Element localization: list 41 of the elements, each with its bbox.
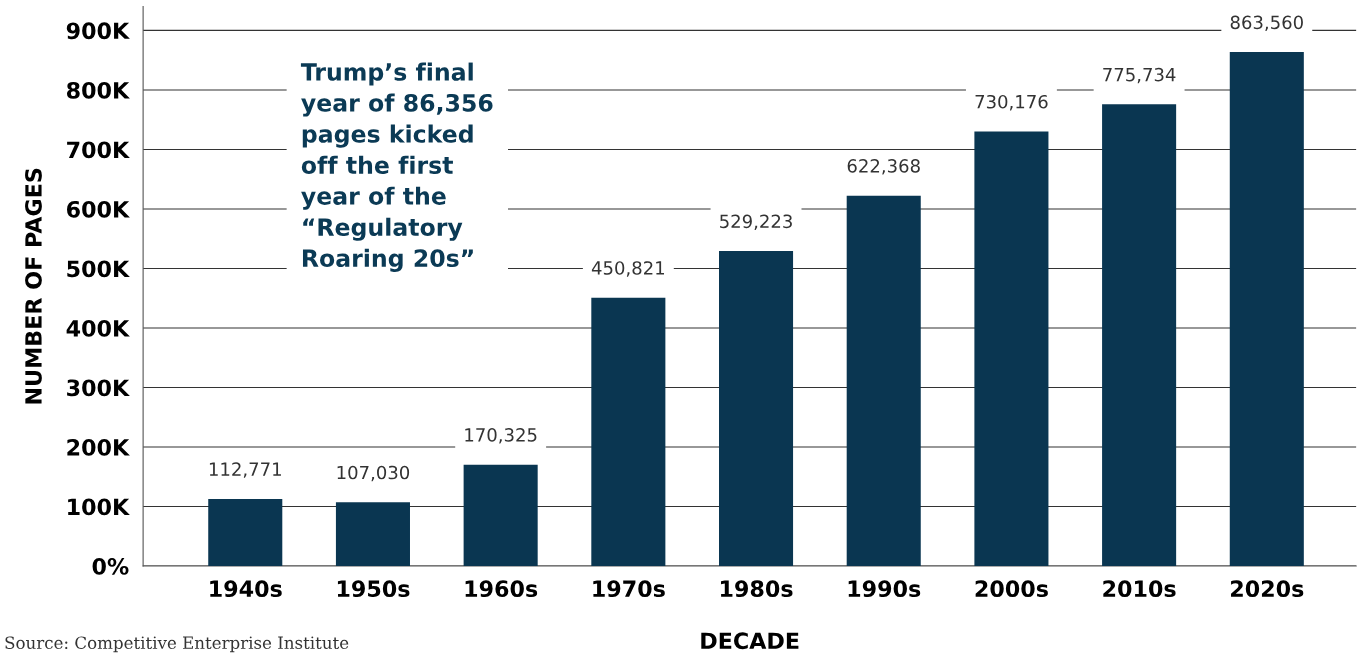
x-tick-label: 1990s xyxy=(848,580,921,598)
y-tick-label: 200K xyxy=(67,438,130,456)
data-label: 107,030 xyxy=(337,465,410,482)
bar xyxy=(463,464,538,567)
x-tick-label: 2000s xyxy=(975,580,1048,598)
y-tick-label: 600K xyxy=(67,200,130,218)
y-tick-label: 500K xyxy=(67,260,130,278)
data-label: 112,771 xyxy=(209,462,281,478)
y-axis-title: NUMBER OF PAGES xyxy=(25,168,42,404)
x-tick-label: 1970s xyxy=(593,580,665,598)
bar xyxy=(1102,104,1177,567)
y-tick-label: 900K xyxy=(66,22,130,40)
y-tick-label: 100K xyxy=(68,498,130,516)
data-label: 529,223 xyxy=(720,214,792,230)
y-tick-label: 400K xyxy=(66,319,130,337)
data-label: 622,368 xyxy=(847,159,920,175)
data-label: 450,821 xyxy=(591,261,665,277)
y-tick-label: 800K xyxy=(66,81,130,99)
y-tick-label: 700K xyxy=(67,141,130,159)
data-label: 863,560 xyxy=(1230,15,1303,32)
data-label: 170,325 xyxy=(465,428,537,444)
bar xyxy=(208,498,283,567)
y-tick-label: 0% xyxy=(92,557,129,575)
bar xyxy=(846,195,921,567)
data-label: 775,734 xyxy=(1103,67,1176,84)
annotation: Trump’s final year of 86,356 pages kicked off the first year of the “Regulatory Roaring 20s” xyxy=(300,62,493,272)
x-tick-label: 1940s xyxy=(210,580,282,598)
data-label: 730,176 xyxy=(975,94,1048,111)
bar xyxy=(335,502,410,567)
bar xyxy=(591,297,666,567)
x-tick-label: 1960s xyxy=(465,580,538,598)
y-tick-label: 300K xyxy=(67,379,130,397)
bar xyxy=(719,251,794,567)
x-axis-title: DECADE xyxy=(701,632,799,650)
bar xyxy=(974,131,1049,567)
source-note: Source: Competitive Enterprise Institute xyxy=(5,636,349,653)
bar xyxy=(1229,52,1304,567)
x-tick-label: 2020s xyxy=(1231,580,1304,598)
x-tick-label: 2010s xyxy=(1103,580,1176,598)
x-tick-label: 1950s xyxy=(337,580,410,598)
x-tick-label: 1980s xyxy=(721,580,793,598)
